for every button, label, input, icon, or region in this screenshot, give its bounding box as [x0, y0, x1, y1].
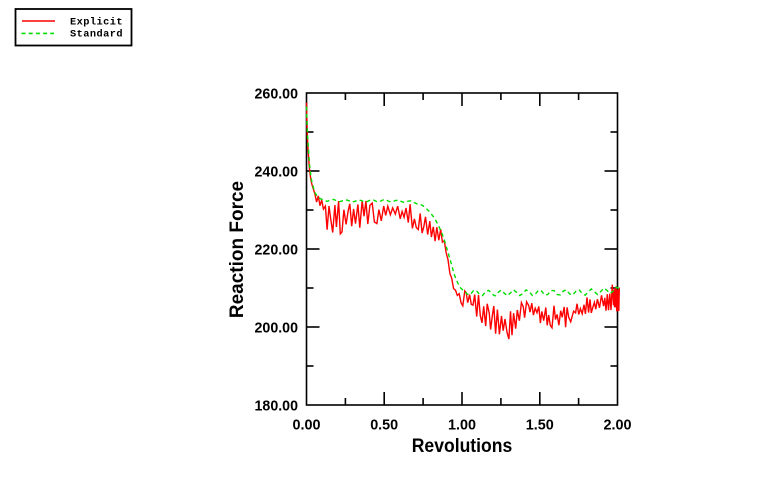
- svg-text:Revolutions: Revolutions: [412, 436, 513, 457]
- svg-text:220.00: 220.00: [255, 242, 299, 259]
- svg-text:Explicit: Explicit: [70, 17, 123, 29]
- svg-text:1.00: 1.00: [448, 416, 476, 433]
- svg-text:2.00: 2.00: [604, 416, 632, 433]
- svg-text:1.50: 1.50: [526, 416, 554, 433]
- svg-text:Reaction Force: Reaction Force: [227, 181, 248, 318]
- svg-text:240.00: 240.00: [255, 164, 299, 181]
- svg-text:180.00: 180.00: [255, 398, 299, 415]
- svg-text:200.00: 200.00: [255, 320, 299, 337]
- svg-text:260.00: 260.00: [255, 86, 299, 103]
- svg-text:Standard: Standard: [70, 28, 123, 40]
- svg-text:0.00: 0.00: [293, 416, 321, 433]
- svg-text:0.50: 0.50: [370, 416, 398, 433]
